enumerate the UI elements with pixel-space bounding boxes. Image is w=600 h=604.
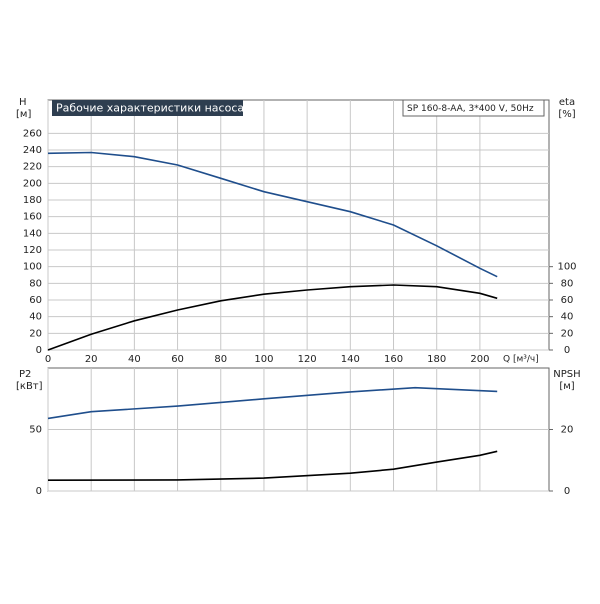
x-tick-label: 120 [298, 354, 317, 365]
y-tick-label: 140 [23, 228, 42, 239]
line-series [47, 151, 498, 278]
y2-tick-label: 20 [561, 425, 574, 436]
y-tick-label: 120 [23, 245, 42, 256]
x-tick-label: 0 [45, 354, 51, 365]
y-tick-label: 200 [23, 178, 42, 189]
line-series [47, 386, 498, 420]
y2-tick-label: 100 [557, 262, 576, 273]
y-axis-unit: [м] [16, 109, 31, 120]
y2-tick-label: 60 [561, 295, 574, 306]
y-tick-label: 260 [23, 128, 42, 139]
x-tick-label: 80 [214, 354, 227, 365]
y2-tick-label: 40 [561, 312, 574, 323]
y-tick-label: 50 [29, 425, 42, 436]
title-box [52, 100, 243, 116]
chart-subtitle: SP 160-8-AA, 3*400 V, 50Hz [407, 104, 534, 114]
y2-axis-label: NPSH [553, 369, 580, 380]
y2-axis-unit: [м] [559, 381, 574, 392]
plot-area [47, 99, 550, 351]
y2-tick-label: 80 [561, 278, 574, 289]
y2-tick-label: 0 [564, 486, 570, 497]
line-series [47, 284, 498, 351]
y-tick-label: 220 [23, 162, 42, 173]
y-tick-label: 100 [23, 262, 42, 273]
line-series [47, 450, 498, 481]
x-tick-label: 40 [128, 354, 141, 365]
y-tick-label: 240 [23, 145, 42, 156]
x-tick-label: 140 [341, 354, 360, 365]
y-tick-label: 180 [23, 195, 42, 206]
y-tick-label: 60 [29, 295, 42, 306]
y2-tick-label: 20 [561, 328, 574, 339]
y-tick-label: 0 [36, 345, 42, 356]
y-axis-unit: [кВт] [16, 381, 43, 392]
x-tick-label: 60 [171, 354, 184, 365]
y2-axis-unit: [%] [558, 109, 575, 120]
x-axis-label: Q [м³/ч] [503, 355, 539, 365]
y-tick-label: 0 [36, 486, 42, 497]
x-tick-label: 180 [427, 354, 446, 365]
y-axis-label: P2 [19, 369, 31, 380]
y-tick-label: 80 [29, 278, 42, 289]
x-tick-label: 100 [254, 354, 273, 365]
y2-axis-label: eta [559, 97, 575, 108]
y-tick-label: 40 [29, 312, 42, 323]
subtitle-box [402, 99, 545, 117]
y-tick-label: 20 [29, 328, 42, 339]
x-tick-label: 200 [470, 354, 489, 365]
x-tick-label: 160 [384, 354, 403, 365]
y2-tick-label: 0 [564, 345, 570, 356]
x-tick-label: 20 [85, 354, 98, 365]
y-tick-label: 160 [23, 212, 42, 223]
y-axis-label: H [19, 97, 27, 108]
chart-title: Рабочие характеристики насоса [56, 102, 244, 115]
